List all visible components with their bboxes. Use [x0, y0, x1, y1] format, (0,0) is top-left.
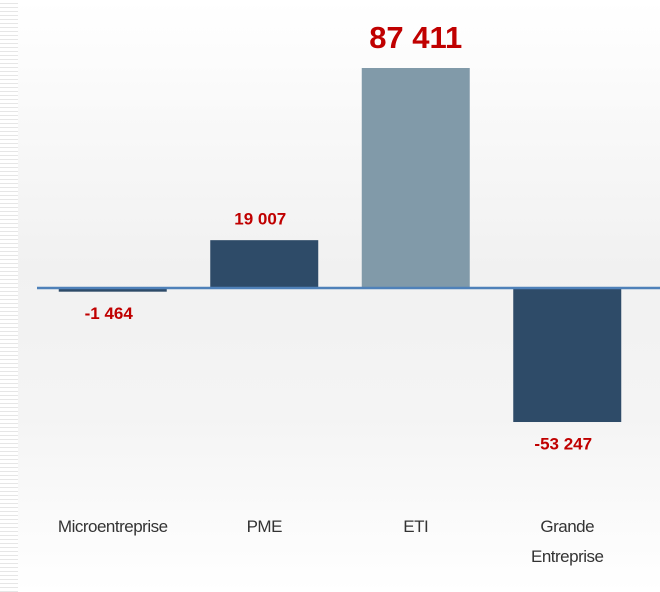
x-tick-label: ETI [403, 517, 429, 536]
bar [361, 68, 470, 288]
bar [58, 288, 167, 292]
value-label: 87 411 [369, 20, 462, 55]
value-label: -1 464 [85, 304, 134, 323]
value-label: -53 247 [534, 434, 592, 453]
side-stripe [0, 0, 18, 592]
value-label: 19 007 [234, 210, 286, 229]
x-tick-label: Grande Entreprise [531, 517, 604, 566]
bar [513, 288, 622, 423]
bar [210, 240, 319, 288]
x-tick-label: Microentreprise [57, 517, 168, 536]
x-tick-label: PME [246, 517, 283, 536]
